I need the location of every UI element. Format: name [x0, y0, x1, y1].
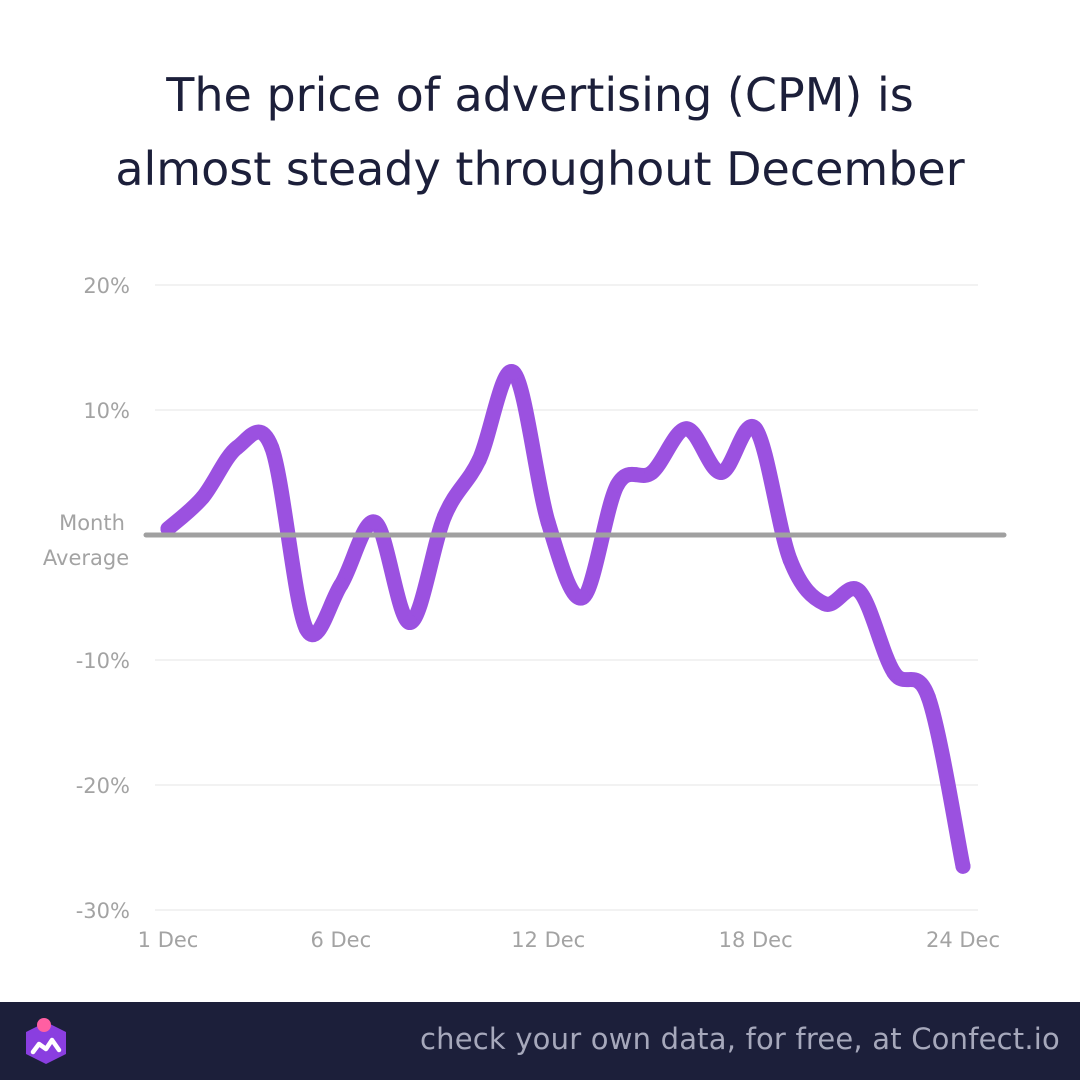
month-average-label-line-2: Average: [43, 546, 129, 570]
data-point: [851, 583, 867, 599]
data-point: [471, 452, 487, 468]
data-point: [748, 421, 764, 437]
y-tick-label: -10%: [76, 649, 130, 673]
chart-title: The price of advertising (CPM) is almost…: [0, 58, 1080, 206]
data-point: [402, 615, 418, 630]
data-point: [644, 465, 660, 480]
data-point: [195, 490, 211, 505]
data-point: [264, 440, 280, 455]
data-point: [920, 690, 936, 705]
data-point: [298, 621, 314, 637]
x-tick-label: 6 Dec: [310, 928, 371, 952]
y-tick-label: 20%: [83, 274, 130, 298]
data-point: [540, 515, 556, 530]
footer-cta-text[interactable]: check your own data, for free, at Confec…: [420, 1022, 1060, 1056]
line-chart: 20% 10% -10% -20% -30% 1 Dec 6 Dec 12 Dec 18 De…: [43, 274, 1007, 952]
series-layer: [160, 364, 971, 874]
data-point: [506, 365, 522, 380]
grid-lines: [155, 284, 978, 911]
y-axis-ticks: 20% 10% -10% -20% -30%: [76, 274, 130, 923]
confect-logo-icon[interactable]: [20, 1016, 72, 1068]
series-line: [160, 364, 971, 874]
x-tick-label: 12 Dec: [511, 928, 585, 952]
data-point: [367, 515, 383, 530]
data-point: [782, 552, 798, 568]
chart-title-line-1: The price of advertising (CPM) is: [166, 68, 914, 122]
data-point: [955, 858, 971, 874]
x-tick-label: 1 Dec: [138, 928, 199, 952]
x-axis-ticks: 1 Dec 6 Dec 12 Dec 18 Dec 24 Dec: [138, 928, 1000, 952]
reference-line-group: Month Average: [43, 511, 1007, 570]
data-point: [437, 508, 453, 524]
x-tick-label: 24 Dec: [926, 928, 1000, 952]
y-tick-label: -30%: [76, 899, 130, 923]
data-point: [713, 465, 729, 480]
data-point: [609, 477, 625, 493]
month-average-label-line-1: Month: [59, 511, 125, 535]
chart-title-line-2: almost steady throughout December: [115, 142, 965, 196]
data-point: [229, 440, 245, 455]
data-point: [817, 596, 833, 612]
data-point: [886, 665, 902, 680]
data-point: [678, 421, 694, 437]
data-point: [333, 577, 349, 593]
x-tick-label: 18 Dec: [719, 928, 793, 952]
y-tick-label: -20%: [76, 774, 130, 798]
footer-bar: check your own data, for free, at Confec…: [0, 1002, 1080, 1080]
y-tick-label: 10%: [83, 399, 130, 423]
data-point: [575, 590, 591, 605]
